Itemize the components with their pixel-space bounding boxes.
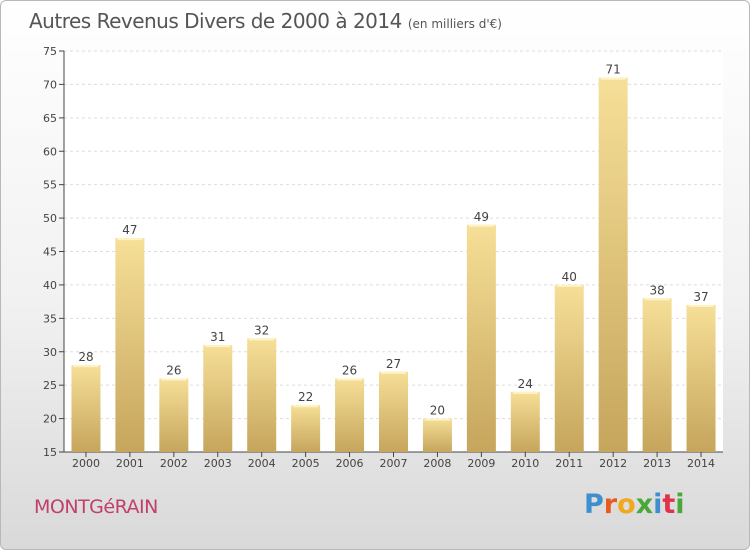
y-tick-label: 25 [43, 379, 57, 392]
bar-highlight [117, 238, 143, 241]
logo-letter: t [662, 489, 676, 520]
y-tick-label: 40 [43, 279, 57, 292]
bar-highlight [468, 224, 494, 227]
x-tick-label: 2009 [467, 457, 495, 470]
x-tick-label: 2000 [72, 457, 100, 470]
bar [510, 391, 540, 452]
bar-value-label: 26 [342, 363, 357, 377]
x-tick-label: 2013 [643, 457, 671, 470]
x-tick-label: 2004 [248, 457, 276, 470]
x-tick-label: 2006 [336, 457, 364, 470]
bar-value-label: 20 [430, 404, 445, 418]
bar-value-label: 22 [298, 390, 313, 404]
bar-value-label: 49 [474, 210, 489, 224]
chart-unit: (en milliers d'€) [407, 17, 502, 31]
x-tick-label: 2012 [599, 457, 627, 470]
x-tick-label: 2001 [116, 457, 144, 470]
bar-value-label: 71 [606, 63, 621, 77]
bar [247, 338, 277, 452]
bar-value-label: 40 [562, 270, 577, 284]
y-tick-label: 75 [43, 45, 57, 58]
logo-letter: i [653, 489, 663, 520]
chart-title: Autres Revenus Divers de 2000 à 2014 (en … [29, 9, 502, 33]
bar-value-label: 37 [693, 290, 708, 304]
bar-highlight [381, 371, 406, 374]
y-tick-label: 30 [43, 346, 57, 359]
bar-highlight [688, 304, 714, 307]
y-tick-label: 20 [43, 413, 57, 426]
commune-name: MONTGéRAIN [34, 496, 158, 518]
x-tick-label: 2002 [160, 457, 188, 470]
bar-value-label: 28 [78, 350, 93, 364]
logo-letter: P [584, 489, 604, 520]
bar-highlight [293, 405, 319, 408]
x-tick-label: 2008 [423, 457, 451, 470]
bar [642, 298, 672, 452]
bar-highlight [205, 345, 231, 348]
logo-letter: r [603, 489, 618, 520]
chart-title-text: Autres Revenus Divers de 2000 à 2014 [29, 9, 402, 33]
bar-highlight [512, 391, 538, 394]
bar [335, 378, 365, 452]
bar-value-label: 24 [518, 377, 533, 391]
y-tick-label: 55 [43, 179, 57, 192]
y-tick-label: 45 [43, 246, 57, 259]
y-tick-label: 50 [43, 212, 57, 225]
bar-highlight [600, 77, 626, 80]
bar-value-label: 26 [166, 363, 181, 377]
bar-value-label: 27 [386, 357, 401, 371]
bar [554, 284, 584, 452]
bar [598, 77, 628, 452]
bar [379, 371, 408, 452]
bar-highlight [249, 338, 275, 341]
bar-highlight [644, 298, 670, 301]
bar [203, 345, 233, 452]
x-tick-label: 2010 [511, 457, 539, 470]
logo-letter: o [617, 489, 636, 520]
bar [291, 405, 321, 452]
bar [422, 418, 452, 452]
x-tick-label: 2011 [555, 457, 583, 470]
bar-value-label: 32 [254, 323, 269, 337]
bar-highlight [161, 378, 187, 381]
bar [159, 378, 189, 452]
y-tick-label: 35 [43, 312, 57, 325]
y-tick-label: 15 [43, 446, 57, 459]
proxiti-logo: Proxiti [584, 489, 685, 520]
bar-highlight [337, 378, 363, 381]
bar [466, 224, 496, 452]
bar-highlight [73, 365, 99, 368]
bar [686, 304, 716, 452]
logo-letter: x [635, 489, 654, 520]
x-tick-label: 2005 [292, 457, 320, 470]
y-tick-label: 65 [43, 112, 57, 125]
y-tick-label: 60 [43, 145, 57, 158]
x-tick-label: 2007 [380, 457, 408, 470]
y-tick-label: 70 [43, 78, 57, 91]
bar-highlight [556, 284, 582, 287]
bar-value-label: 31 [210, 330, 225, 344]
logo-letter: i [675, 489, 685, 520]
bar-value-label: 47 [122, 223, 137, 237]
bar [71, 365, 101, 452]
x-tick-label: 2014 [687, 457, 715, 470]
bar-highlight [424, 418, 450, 421]
bar-value-label: 38 [649, 283, 664, 297]
bar [115, 238, 145, 452]
x-tick-label: 2003 [204, 457, 232, 470]
